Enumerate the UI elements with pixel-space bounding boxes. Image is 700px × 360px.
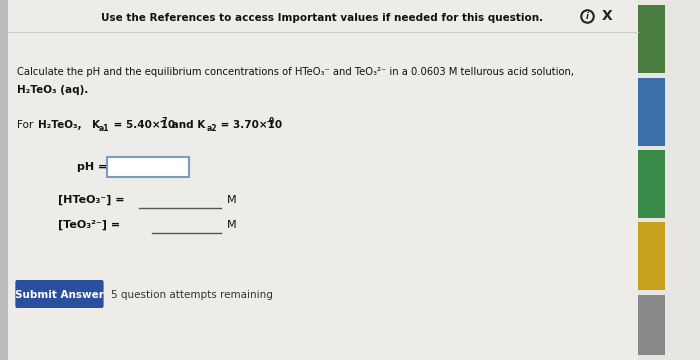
Bar bbox=[638, 222, 665, 290]
Text: Calculate the pH and the equilibrium concentrations of HTeO₃⁻ and TeO₃²⁻ in a 0.: Calculate the pH and the equilibrium con… bbox=[18, 67, 574, 77]
Text: = 3.70×10: = 3.70×10 bbox=[217, 120, 282, 130]
Text: [TeO₃²⁻] =: [TeO₃²⁻] = bbox=[57, 220, 120, 230]
Text: 5 question attempts remaining: 5 question attempts remaining bbox=[111, 290, 273, 300]
Bar bbox=[638, 78, 665, 146]
Text: M: M bbox=[228, 195, 237, 205]
Text: K: K bbox=[92, 120, 100, 130]
Text: a1: a1 bbox=[99, 123, 109, 132]
Text: = 5.40×10: = 5.40×10 bbox=[111, 120, 176, 130]
Bar bbox=[638, 150, 665, 218]
Text: For: For bbox=[18, 120, 37, 130]
Bar bbox=[107, 157, 189, 177]
Bar bbox=[638, 5, 665, 73]
Text: Use the References to access Important values if needed for this question.: Use the References to access Important v… bbox=[102, 13, 543, 23]
Text: [HTeO₃⁻] =: [HTeO₃⁻] = bbox=[57, 195, 124, 205]
Text: -7: -7 bbox=[160, 117, 168, 126]
Text: M: M bbox=[228, 220, 237, 230]
Text: H₂TeO₃,: H₂TeO₃, bbox=[38, 120, 82, 130]
Text: Submit Answer: Submit Answer bbox=[15, 290, 104, 300]
Text: pH =: pH = bbox=[77, 162, 107, 172]
Text: i: i bbox=[586, 12, 589, 21]
Bar bbox=[638, 295, 665, 355]
Text: a2: a2 bbox=[206, 123, 217, 132]
FancyBboxPatch shape bbox=[15, 280, 104, 308]
Bar bbox=[0, 0, 8, 360]
Text: H₂TeO₃ (aq).: H₂TeO₃ (aq). bbox=[18, 85, 89, 95]
Text: and K: and K bbox=[168, 120, 205, 130]
Text: X: X bbox=[602, 9, 612, 23]
Text: -9: -9 bbox=[267, 117, 275, 126]
